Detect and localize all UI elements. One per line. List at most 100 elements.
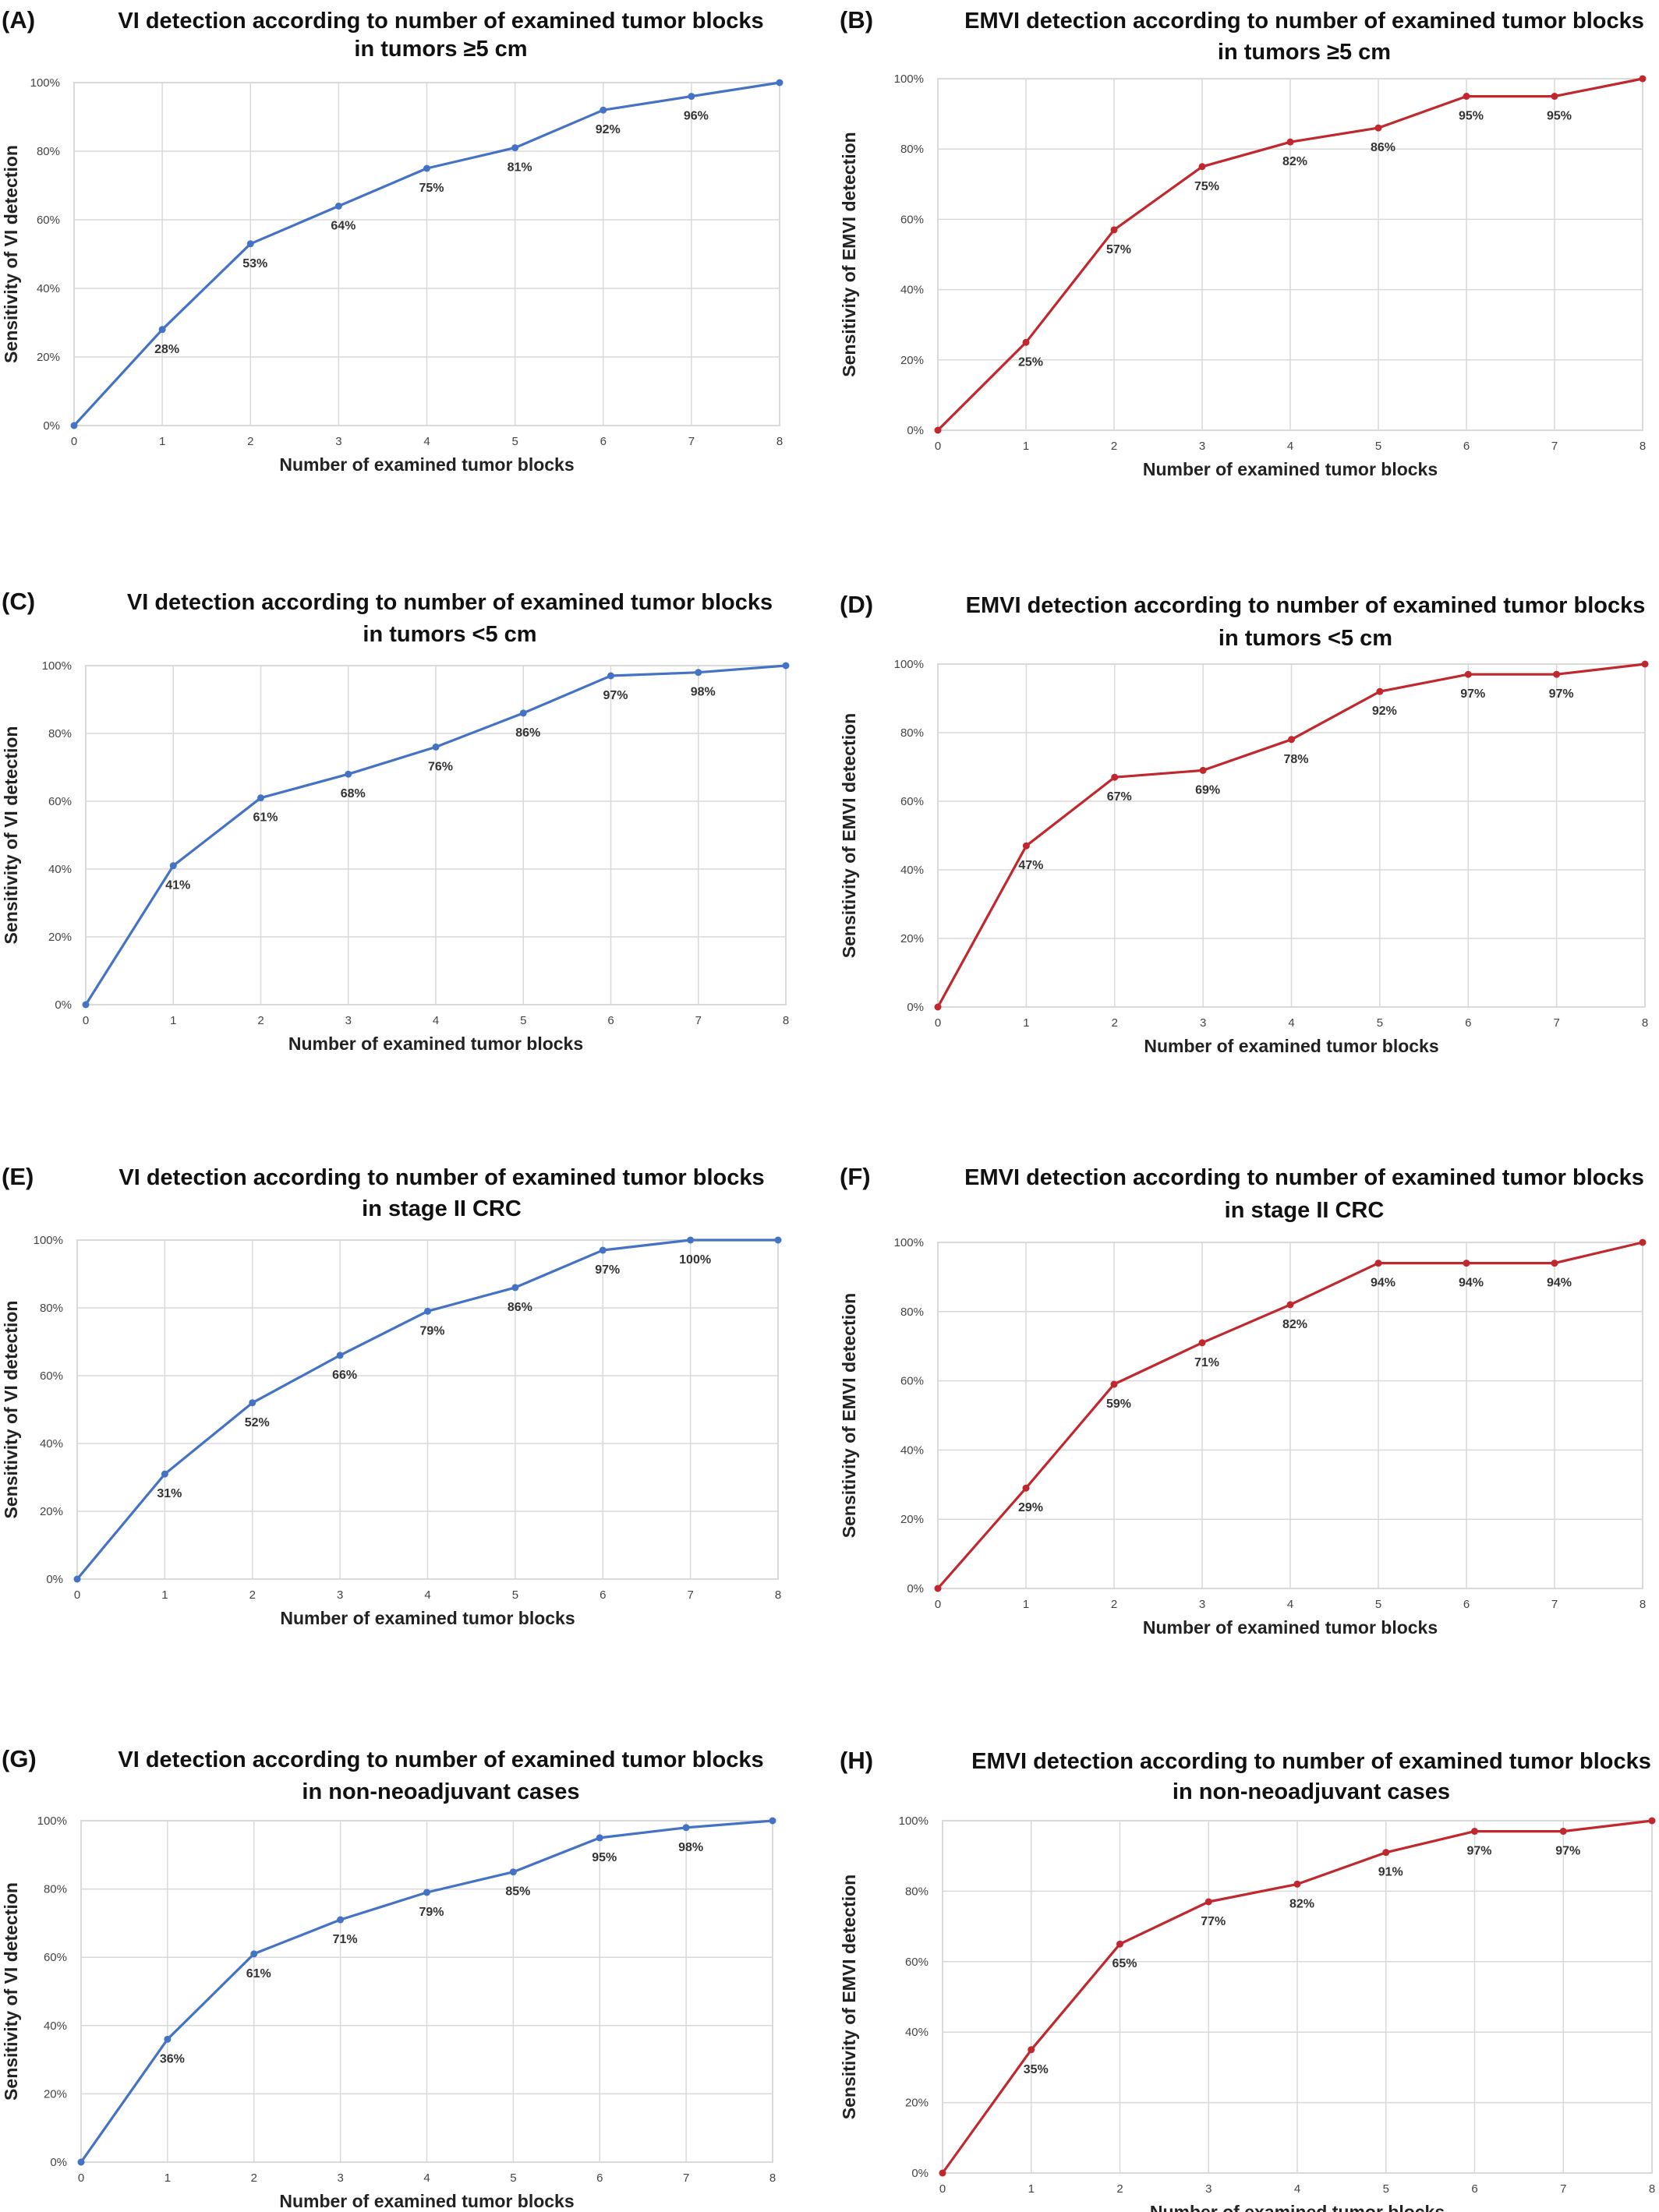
x-tick-label: 8	[1640, 1598, 1646, 1611]
data-point	[1463, 93, 1470, 101]
panel-letter: (E)	[2, 1163, 34, 1190]
panel-letter: (G)	[2, 1745, 37, 1772]
data-point	[1639, 75, 1647, 83]
data-label: 61%	[253, 811, 278, 825]
panel-letter: (C)	[2, 588, 35, 615]
y-tick-label: 40%	[900, 864, 924, 877]
data-label: 92%	[596, 123, 621, 136]
data-point	[1288, 736, 1295, 744]
y-axis-title: Sensitivity of VI detection	[1, 145, 21, 363]
data-label: 53%	[242, 257, 267, 270]
data-point	[519, 709, 527, 717]
x-axis-title: Number of examined tumor blocks	[1144, 1036, 1438, 1056]
y-tick-label: 60%	[900, 795, 924, 808]
data-point	[432, 743, 440, 751]
data-label: 68%	[341, 787, 366, 800]
x-tick-label: 1	[1028, 2182, 1035, 2196]
y-tick-label: 100%	[894, 658, 924, 671]
chart-title: VI detection according to number of exam…	[127, 590, 773, 615]
data-point	[511, 144, 519, 152]
x-tick-label: 8	[769, 2171, 776, 2185]
data-point	[246, 240, 254, 248]
chart-subtitle: in stage II CRC	[362, 1196, 522, 1221]
x-axis-title: Number of examined tumor blocks	[1150, 2202, 1445, 2212]
y-axis-title: Sensitivity of EMVI detection	[839, 132, 859, 376]
data-label: 98%	[691, 686, 716, 699]
data-point	[423, 1889, 430, 1896]
x-axis-title: Number of examined tumor blocks	[1143, 459, 1438, 479]
x-tick-label: 7	[1553, 1016, 1559, 1030]
y-tick-label: 80%	[900, 143, 924, 156]
y-tick-label: 100%	[42, 659, 72, 673]
data-label: 97%	[1555, 1845, 1580, 1858]
data-label: 100%	[679, 1253, 711, 1267]
data-point	[1464, 670, 1472, 678]
data-point	[1198, 163, 1206, 171]
data-point	[1559, 1828, 1567, 1836]
x-tick-label: 2	[257, 1014, 264, 1027]
data-point	[70, 422, 78, 429]
x-axis-title: Number of examined tumor blocks	[280, 1608, 575, 1628]
x-tick-label: 8	[1642, 1016, 1648, 1030]
x-tick-label: 4	[1287, 1598, 1293, 1611]
data-label: 95%	[1459, 110, 1484, 123]
data-label: 71%	[1194, 1356, 1219, 1369]
x-tick-label: 8	[1649, 2182, 1655, 2196]
data-label: 98%	[678, 1841, 703, 1854]
y-axis-title: Sensitivity of VI detection	[1, 1301, 21, 1519]
data-label: 97%	[1549, 687, 1574, 701]
y-tick-label: 20%	[900, 932, 924, 945]
data-point	[169, 862, 177, 870]
chart-panel-a: (A) VI detection according to number of e…	[1, 6, 784, 475]
x-tick-label: 0	[74, 1588, 80, 1602]
x-tick-label: 0	[935, 1016, 941, 1030]
data-label: 25%	[1018, 355, 1043, 369]
data-label: 86%	[508, 1301, 532, 1314]
chart-title: EMVI detection according to number of ex…	[964, 9, 1644, 34]
x-tick-label: 1	[164, 2171, 171, 2185]
y-axis-title: Sensitivity of EMVI detection	[839, 1875, 859, 2119]
data-point	[600, 106, 607, 114]
y-axis-title: Sensitivity of EMVI detection	[839, 713, 859, 958]
y-tick-label: 100%	[30, 76, 60, 90]
y-tick-label: 60%	[48, 795, 72, 808]
x-tick-label: 5	[1383, 2182, 1389, 2196]
data-label: 75%	[1194, 180, 1219, 193]
x-tick-label: 3	[335, 435, 341, 448]
y-tick-label: 0%	[907, 1001, 924, 1014]
chart-title: VI detection according to number of exam…	[118, 9, 763, 34]
data-point	[1110, 1380, 1118, 1388]
data-label: 57%	[1106, 243, 1131, 256]
data-point	[599, 1246, 607, 1254]
data-point	[1286, 1301, 1294, 1309]
x-tick-label: 6	[600, 435, 607, 448]
data-point	[337, 1916, 345, 1924]
x-tick-label: 8	[776, 435, 783, 448]
y-tick-label: 40%	[37, 282, 60, 295]
data-label: 66%	[332, 1369, 357, 1382]
data-point	[934, 426, 942, 434]
x-tick-label: 6	[1463, 440, 1470, 453]
x-tick-label: 6	[607, 1014, 614, 1027]
chart-title: VI detection according to number of exam…	[118, 1747, 763, 1772]
chart-subtitle: in non-neoadjuvant cases	[1173, 1779, 1450, 1804]
x-tick-label: 5	[510, 2171, 516, 2185]
data-point	[1374, 124, 1382, 132]
data-point	[161, 1470, 168, 1478]
data-label: 92%	[1372, 705, 1397, 718]
y-tick-label: 100%	[894, 72, 924, 86]
y-tick-label: 40%	[905, 2026, 929, 2039]
x-tick-label: 1	[1023, 440, 1029, 453]
x-tick-label: 5	[520, 1014, 526, 1027]
data-point	[1286, 138, 1294, 146]
y-tick-label: 20%	[900, 354, 924, 367]
data-label: 77%	[1201, 1915, 1226, 1928]
y-tick-label: 100%	[899, 1814, 929, 1828]
y-tick-label: 100%	[37, 1814, 67, 1828]
data-point	[934, 1003, 942, 1011]
chart-panel-f: (F) EMVI detection according to number of…	[839, 1163, 1647, 1638]
data-point	[1471, 1828, 1478, 1836]
y-tick-label: 0%	[43, 419, 60, 433]
data-point	[934, 1585, 942, 1592]
data-label: 79%	[419, 1906, 444, 1919]
